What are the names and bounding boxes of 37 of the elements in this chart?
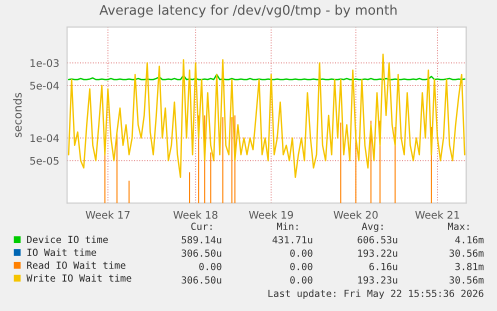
text: Min: bbox=[276, 222, 298, 230]
x-tick-label: Week 17 bbox=[86, 210, 130, 219]
text: 0.00 bbox=[290, 276, 312, 284]
text: 193.23u bbox=[358, 276, 398, 284]
text: 0.00 bbox=[290, 249, 312, 257]
y-tick-label: 5e-05 bbox=[30, 156, 59, 165]
text: 606.53u bbox=[358, 236, 398, 244]
text: 3.81m bbox=[455, 262, 484, 270]
text: Last update: Fri May 22 15:55:36 2026 bbox=[268, 290, 484, 299]
text: 193.22u bbox=[358, 249, 398, 257]
text: 0.00 bbox=[199, 262, 222, 270]
text: 30.56m bbox=[450, 276, 484, 284]
text: 4.16m bbox=[455, 236, 484, 244]
text: 0.00 bbox=[290, 262, 312, 270]
legend-label: Device IO time bbox=[27, 236, 108, 244]
text: 6.16u bbox=[369, 262, 398, 270]
y-tick-label: 1e-03 bbox=[30, 59, 59, 67]
y-axis-title: seconds bbox=[13, 92, 22, 138]
y-tick-label: 5e-04 bbox=[30, 82, 59, 90]
legend-label: Read IO Wait time bbox=[27, 261, 126, 269]
text: Cur: bbox=[191, 222, 212, 230]
x-tick-label: Week 20 bbox=[334, 210, 378, 219]
text: 589.14u bbox=[182, 236, 222, 244]
text: 306.50u bbox=[182, 276, 222, 284]
legend-label: Write IO Wait time bbox=[26, 274, 132, 282]
x-tick-label: Week 21 bbox=[415, 210, 460, 219]
text: 306.50u bbox=[182, 249, 222, 257]
text: Avg: bbox=[362, 222, 383, 232]
x-tick-label: Week 18 bbox=[173, 210, 218, 219]
text: Max: bbox=[448, 222, 469, 230]
y-tick-label: 1e-04 bbox=[30, 134, 59, 142]
chart-title: Average latency for /dev/vg0/tmp - by month bbox=[99, 4, 397, 18]
text: 431.71u bbox=[272, 236, 312, 244]
x-tick-label: Week 19 bbox=[248, 210, 293, 219]
legend-label: IO Wait time bbox=[27, 248, 96, 256]
line-series bbox=[68, 54, 466, 178]
text: 30.56m bbox=[450, 249, 484, 257]
